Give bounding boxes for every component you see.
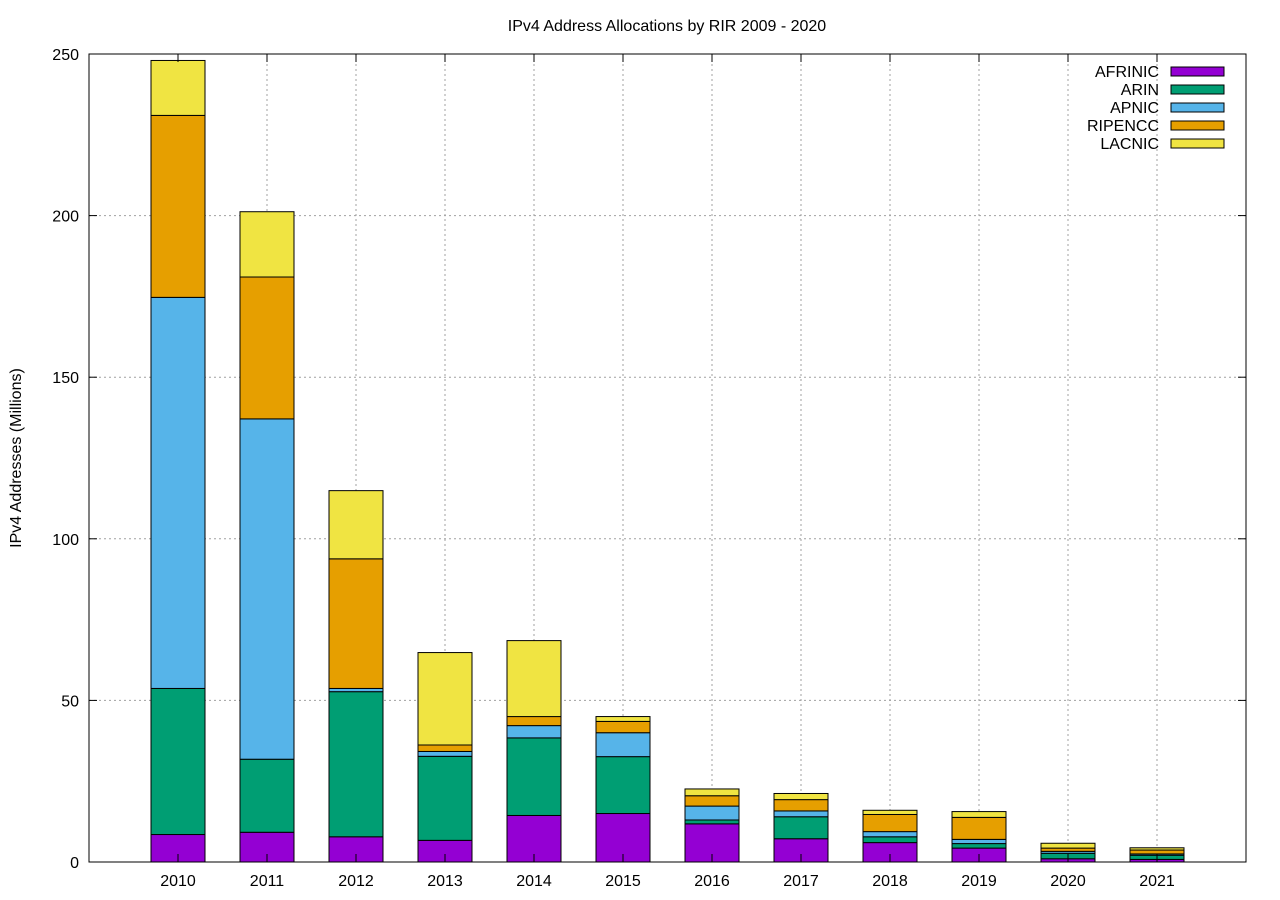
y-tick-label: 150 (52, 370, 79, 387)
bar-arin-2011 (239, 758, 295, 833)
legend-swatch-lacnic (1170, 138, 1225, 149)
bar-lacnic-2021 (1129, 847, 1185, 851)
x-tick-label: 2021 (1139, 873, 1175, 890)
y-tick-label: 250 (52, 47, 79, 64)
bar-lacnic-2010 (150, 59, 206, 116)
bar-arin-2014 (506, 737, 562, 816)
bar-arin-2012 (328, 691, 384, 838)
x-tick-label: 2010 (160, 873, 196, 890)
bar-ripencc-2016 (684, 795, 740, 807)
bar-apnic-2019 (951, 838, 1007, 845)
bar-lacnic-2011 (239, 211, 295, 278)
y-axis-label: IPv4 Addresses (Millions) (8, 368, 25, 548)
bar-ripencc-2017 (773, 799, 829, 812)
bar-ripencc-2011 (239, 276, 295, 420)
x-tick-label: 2020 (1050, 873, 1086, 890)
bar-arin-2016 (684, 819, 740, 825)
bar-lacnic-2020 (1040, 842, 1096, 849)
legend-swatch-arin (1170, 84, 1225, 95)
bar-lacnic-2016 (684, 788, 740, 797)
legend-label-ripencc: RIPENCC (1087, 118, 1159, 135)
bar-arin-2013 (417, 755, 473, 841)
bar-ripencc-2010 (150, 114, 206, 298)
bar-apnic-2017 (773, 810, 829, 818)
legend-swatch-afrinic (1170, 66, 1225, 77)
legend-label-arin: ARIN (1121, 82, 1159, 99)
y-tick-label: 100 (52, 532, 79, 549)
plot-frame (88, 53, 1247, 863)
bar-apnic-2018 (862, 831, 918, 838)
x-tick-label: 2019 (961, 873, 997, 890)
bar-arin-2015 (595, 756, 651, 815)
x-tick-label: 2013 (427, 873, 463, 890)
axis-ticks: 0 50 100 150 200 250 2010 2011 2012 2013 2014 2015 2… (52, 47, 1246, 890)
x-tick-label: 2015 (605, 873, 641, 890)
bar-apnic-2011 (239, 418, 295, 760)
legend-label-afrinic: AFRINIC (1095, 64, 1159, 81)
x-tick-label: 2011 (250, 873, 285, 890)
bar-apnic-2013 (417, 750, 473, 757)
bar-arin-2019 (951, 843, 1007, 849)
bar-lacnic-2019 (951, 811, 1007, 818)
bar-lacnic-2013 (417, 652, 473, 746)
bar-apnic-2014 (506, 725, 562, 739)
x-tick-label: 2012 (338, 873, 374, 890)
bar-arin-2010 (150, 687, 206, 836)
bar-lacnic-2018 (862, 809, 918, 815)
legend-swatch-apnic (1170, 102, 1225, 113)
bar-apnic-2016 (684, 805, 740, 821)
y-tick-label: 200 (52, 209, 79, 226)
bar-apnic-2010 (150, 296, 206, 689)
y-tick-label: 0 (70, 855, 79, 872)
bar-apnic-2015 (595, 732, 651, 758)
bar-ripencc-2015 (595, 720, 651, 734)
bar-ripencc-2013 (417, 744, 473, 752)
legend-label-lacnic: LACNIC (1100, 136, 1159, 153)
x-tick-label: 2017 (783, 873, 819, 890)
x-tick-label: 2014 (516, 873, 552, 890)
chart-title: IPv4 Address Allocations by RIR 2009 - 2… (508, 18, 827, 35)
bar-arin-2017 (773, 816, 829, 840)
bar-lacnic-2012 (328, 490, 384, 560)
bars (150, 59, 1185, 863)
x-tick-label: 2016 (694, 873, 730, 890)
legend-swatch-ripencc (1170, 120, 1225, 131)
bar-ripencc-2014 (506, 716, 562, 727)
bar-ripencc-2012 (328, 558, 384, 689)
bar-ripencc-2018 (862, 813, 918, 833)
bar-arin-2018 (862, 836, 918, 844)
bar-ripencc-2019 (951, 816, 1007, 840)
y-tick-label: 50 (61, 693, 79, 710)
bar-lacnic-2014 (506, 640, 562, 718)
x-tick-label: 2018 (872, 873, 908, 890)
legend-label-apnic: APNIC (1110, 100, 1159, 117)
bar-lacnic-2017 (773, 792, 829, 801)
bar-ripencc-2021 (1129, 849, 1185, 855)
bar-lacnic-2015 (595, 716, 651, 722)
